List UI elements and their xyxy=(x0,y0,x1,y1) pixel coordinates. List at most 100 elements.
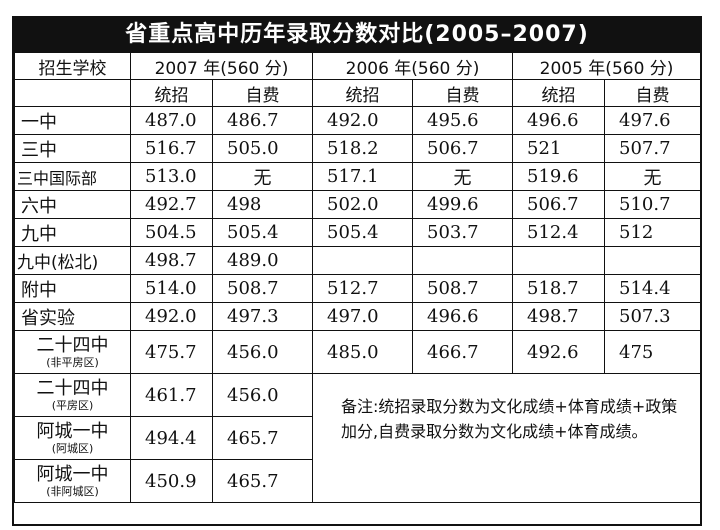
score-cell: 519.6 xyxy=(512,162,606,191)
school-name: 六中 xyxy=(14,190,131,219)
school-name: 附中 xyxy=(14,274,131,303)
score-cell: 512.7 xyxy=(312,274,414,303)
score-cell: 498.7 xyxy=(130,246,213,275)
score-cell: 496.6 xyxy=(412,302,514,331)
empty-cell xyxy=(412,246,514,275)
score-cell: 521 xyxy=(512,134,606,163)
score-cell: 492.0 xyxy=(312,106,414,135)
school-district: (平房区) xyxy=(51,399,94,412)
table-row: 省实验 492.0 497.3 497.0 496.6 498.7 507.3 xyxy=(14,302,702,331)
score-cell: 507.7 xyxy=(604,134,702,163)
score-cell: 510.7 xyxy=(604,190,702,219)
score-cell: 502.0 xyxy=(312,190,414,219)
school-name: 一中 xyxy=(14,106,131,135)
score-cell: 475 xyxy=(604,330,702,374)
school-name-cell: 阿城一中 (非阿城区) xyxy=(14,459,131,503)
year-header-2006: 2006 年(560 分) xyxy=(312,52,514,80)
score-cell: 503.7 xyxy=(412,218,514,247)
score-cell: 518.7 xyxy=(512,274,606,303)
type-header-tongzhao: 统招 xyxy=(130,79,213,107)
score-cell: 517.1 xyxy=(312,162,414,191)
table-row: 九中(松北) 498.7 489.0 xyxy=(14,246,702,275)
table-row: 九中 504.5 505.4 505.4 503.7 512.4 512 xyxy=(14,218,702,247)
score-cell: 504.5 xyxy=(130,218,213,247)
score-cell: 497.3 xyxy=(211,302,314,331)
score-cell: 512.4 xyxy=(512,218,606,247)
table-row: 附中 514.0 508.7 512.7 508.7 518.7 514.4 xyxy=(14,274,702,303)
score-cell: 461.7 xyxy=(130,373,213,417)
table-title: 省重点高中历年录取分数对比(2005–2007) xyxy=(14,18,700,52)
score-cell: 516.7 xyxy=(130,134,213,163)
score-cell: 466.7 xyxy=(412,330,514,374)
score-cell: 496.6 xyxy=(512,106,606,135)
school-name: 九中 xyxy=(14,218,131,247)
table-row: 三中 516.7 505.0 518.2 506.7 521 507.7 xyxy=(14,134,702,163)
year-header-row: 招生学校 2007 年(560 分) 2006 年(560 分) 2005 年(… xyxy=(14,52,702,80)
score-cell: 495.6 xyxy=(412,106,514,135)
score-cell: 494.4 xyxy=(130,416,213,460)
score-cell: 498 xyxy=(211,190,314,219)
school-district: (阿城区) xyxy=(51,442,94,455)
score-cell: 497.6 xyxy=(604,106,702,135)
school-name: 二十四中 xyxy=(36,378,109,399)
table-row: 阿城一中 (阿城区) 494.4 465.7 xyxy=(14,416,701,460)
score-cell: 514.0 xyxy=(130,274,213,303)
score-cell: 518.2 xyxy=(312,134,414,163)
school-column-header: 招生学校 xyxy=(14,52,131,80)
score-cell: 465.7 xyxy=(211,459,314,503)
score-cell: 513.0 xyxy=(130,162,213,191)
score-cell: 492.0 xyxy=(130,302,213,331)
score-cell: 450.9 xyxy=(130,459,213,503)
table-row: 二十四中 (平房区) 461.7 456.0 备注:统招录取分数为文化成绩+体育… xyxy=(14,373,702,503)
score-cell: 465.7 xyxy=(211,416,314,460)
score-cell: 506.7 xyxy=(412,134,514,163)
type-header-zifei: 自费 xyxy=(604,79,702,107)
score-cell: 506.7 xyxy=(512,190,606,219)
score-cell: 505.4 xyxy=(211,218,314,247)
score-cell: 498.7 xyxy=(512,302,606,331)
school-district: (非阿城区) xyxy=(46,485,99,498)
blank-header-cell xyxy=(14,79,131,107)
school-name: 阿城一中 xyxy=(36,421,109,442)
score-cell: 497.0 xyxy=(312,302,414,331)
score-cell: 505.4 xyxy=(312,218,414,247)
type-header-tongzhao: 统招 xyxy=(512,79,606,107)
school-name: 省实验 xyxy=(14,302,131,331)
type-header-row: 统招 自费 统招 自费 统招 自费 xyxy=(14,79,702,107)
type-header-zifei: 自费 xyxy=(412,79,514,107)
score-cell: 508.7 xyxy=(412,274,514,303)
score-cell: 492.6 xyxy=(512,330,606,374)
empty-cell xyxy=(312,246,414,275)
year-header-2005: 2005 年(560 分) xyxy=(512,52,702,80)
score-cell: 512 xyxy=(604,218,702,247)
school-name: 阿城一中 xyxy=(36,464,109,485)
score-cell: 514.4 xyxy=(604,274,702,303)
school-name-cell: 阿城一中 (阿城区) xyxy=(14,416,131,460)
score-cell: 456.0 xyxy=(211,373,314,417)
table-row: 阿城一中 (非阿城区) 450.9 465.7 xyxy=(14,459,701,503)
score-cell: 475.7 xyxy=(130,330,213,374)
score-cell: 无 xyxy=(412,162,514,191)
type-header-tongzhao: 统招 xyxy=(312,79,414,107)
note-text: 备注:统招录取分数为文化成绩+体育成绩+政策加分,自费录取分数为文化成绩+体育成… xyxy=(312,373,702,503)
score-cell: 492.7 xyxy=(130,190,213,219)
school-name: 九中(松北) xyxy=(14,246,131,275)
school-name: 二十四中 xyxy=(36,335,109,356)
score-cell: 456.0 xyxy=(211,330,314,374)
score-cell: 485.0 xyxy=(312,330,414,374)
score-cell: 无 xyxy=(604,162,702,191)
empty-cell xyxy=(512,246,606,275)
score-cell: 507.3 xyxy=(604,302,702,331)
type-header-zifei: 自费 xyxy=(211,79,314,107)
school-name: 三中 xyxy=(14,134,131,163)
score-cell: 487.0 xyxy=(130,106,213,135)
school-name-cell: 二十四中 (非平房区) xyxy=(14,330,131,374)
table-row: 三中国际部 513.0 无 517.1 无 519.6 无 xyxy=(14,162,702,191)
score-cell: 无 xyxy=(211,162,314,191)
school-district: (非平房区) xyxy=(46,356,99,369)
year-header-2007: 2007 年(560 分) xyxy=(129,52,314,80)
score-cell: 486.7 xyxy=(211,106,314,135)
table-row: 六中 492.7 498 502.0 499.6 506.7 510.7 xyxy=(14,190,702,219)
table-row: 二十四中 (非平房区) 475.7 456.0 485.0 466.7 492.… xyxy=(14,330,702,374)
school-name-cell: 二十四中 (平房区) xyxy=(14,373,131,417)
